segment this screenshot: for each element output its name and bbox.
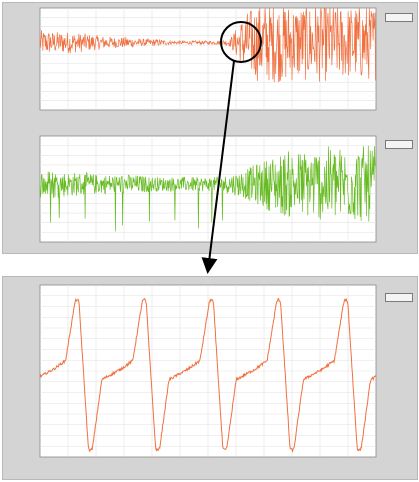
legend-chart-1[interactable] — [385, 13, 413, 22]
series-line — [39, 145, 377, 232]
chart-2 — [39, 135, 377, 243]
arrow-pointer-icon — [201, 60, 235, 274]
chart-1 — [39, 7, 377, 111]
series-line — [39, 7, 377, 83]
legend-chart-2[interactable] — [385, 140, 413, 149]
chart-3 — [39, 284, 377, 458]
series-line — [39, 297, 377, 454]
legend-chart-3[interactable] — [385, 293, 413, 302]
zoom-circle-icon — [220, 21, 262, 63]
